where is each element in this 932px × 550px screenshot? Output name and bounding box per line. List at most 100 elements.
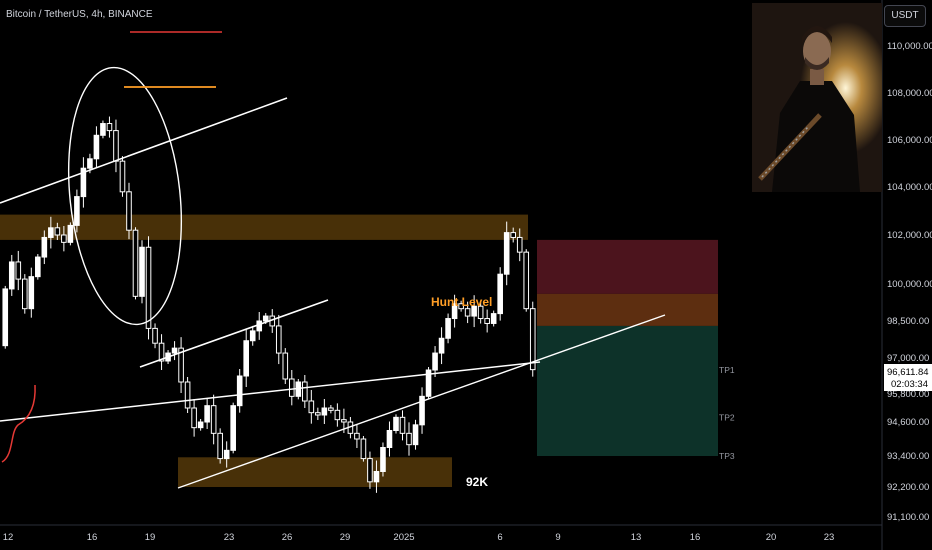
currency-button[interactable]: USDT [884,5,926,27]
candle-body [184,381,191,409]
candle-body [464,308,471,317]
candle-body [191,407,197,429]
candle-body [321,407,328,416]
time-axis[interactable]: 12 16 19 23 26 29 2025 6 9 13 16 20 23 [3,532,835,543]
candle-body [275,325,282,354]
candle-body [249,330,256,342]
candle-body [15,261,22,280]
candle-body [106,123,113,132]
x-tick-label: 20 [766,532,777,543]
candle-body [152,327,158,344]
drawings-layer[interactable] [0,31,666,489]
candle-body [373,471,380,483]
candle-body [35,256,41,278]
y-tick-label: 104,000.00 [887,182,932,193]
candle-body [451,303,458,320]
x-tick-label: 23 [824,532,835,543]
candle-body [490,313,497,324]
candle-body [87,158,93,169]
supply-demand-zone[interactable] [178,457,452,487]
channel-trendline[interactable] [177,314,666,489]
hunt-level-label: Hunt Level [431,295,492,309]
candle-body [510,232,517,238]
x-tick-label: 6 [497,532,502,543]
candle-body [28,276,35,310]
character-photo-art [752,3,882,192]
candle-body [262,315,269,322]
candle-body [282,352,289,380]
candle-body [328,407,334,411]
middle-trendline[interactable] [139,299,329,368]
candle-body [132,229,139,297]
y-tick-label: 102,000.00 [887,230,932,241]
candle-body [145,246,152,329]
entry-zone[interactable] [537,293,718,326]
candle-body [438,337,445,354]
x-tick-label: 12 [3,532,14,543]
candle-body [302,381,308,402]
candle-body [74,196,80,226]
candle-body [139,246,145,297]
red-curve[interactable] [1,384,36,463]
candle-body [354,432,360,440]
price-axis[interactable]: 110,000.00 108,000.00 106,000.00 104,000.00… [887,41,932,523]
candle-body [93,134,100,160]
candle-body [204,405,210,423]
x-tick-label: 9 [555,532,560,543]
x-tick-label: 16 [690,532,701,543]
x-tick-label: 19 [145,532,156,543]
candle-body [471,305,477,317]
candle-body [21,278,28,310]
y-tick-label: 97,000.00 [887,353,929,364]
candle-body [197,421,204,429]
y-tick-label: 110,000.00 [887,41,932,52]
candle-body [477,305,484,320]
lower-trendline[interactable] [0,361,541,422]
tp-label: TP3 [719,451,735,461]
target-zone[interactable] [537,325,718,456]
y-tick-label: 100,000.00 [887,279,932,290]
candle-body [158,342,165,362]
candle-body [256,320,263,332]
candle-body [126,191,132,231]
upper-trendline[interactable] [0,97,288,204]
y-tick-label: 92,200.00 [887,482,929,493]
candle-body [210,405,217,434]
last-price-value: 96,611.84 [887,367,929,378]
y-tick-label: 106,000.00 [887,135,932,146]
candle-body [8,261,15,290]
candle-body [315,412,321,416]
candle-body [445,318,451,339]
candle-body [523,251,530,310]
candle-body [67,224,74,243]
countdown-value: 02:03:34 [891,379,928,390]
highlight-circle[interactable] [57,62,193,330]
candle-body [41,236,48,258]
candle-body [217,432,223,460]
candle-body [497,273,503,315]
y-tick-label: 108,000.00 [887,88,932,99]
candle-body [178,347,184,383]
candles-layer [2,116,536,493]
candle-body [412,424,419,446]
trade-position-layer[interactable] [537,239,718,456]
x-tick-label: 29 [340,532,351,543]
candle-body [432,352,438,371]
candle-body [393,416,399,432]
y-tick-label: 91,100.00 [887,512,929,523]
x-tick-label: 23 [224,532,235,543]
candle-body [386,430,393,448]
candle-body [308,400,315,414]
last-price-tag-background [884,364,932,391]
candle-body [360,438,367,460]
candle-body [484,318,490,324]
supply-demand-zone[interactable] [0,214,528,240]
candle-body [61,234,67,243]
candle-body [223,449,230,460]
candle-body [529,308,536,371]
candle-body [230,405,236,451]
last-price-tag: 96,611.84 02:03:34 [884,364,932,391]
stop-loss-zone[interactable] [537,239,718,294]
x-tick-label: 2025 [393,532,414,543]
